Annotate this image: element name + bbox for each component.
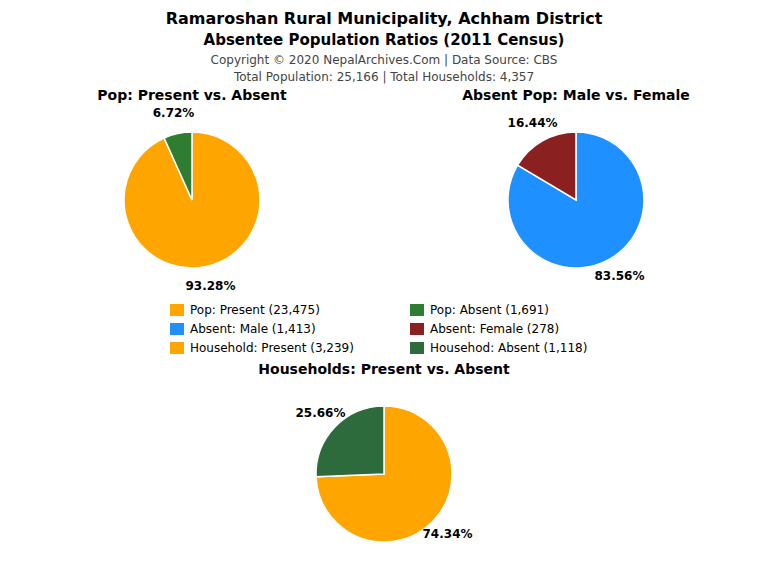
legend-entry: Absent: Female (278)	[430, 322, 559, 336]
data-label: 25.66%	[296, 406, 346, 420]
pie: 74.34% 25.66%	[296, 406, 473, 542]
data-label: 16.44%	[508, 116, 558, 130]
subtitle: Absentee Population Ratios (2011 Census)	[204, 31, 565, 49]
slice	[316, 406, 452, 542]
slice	[508, 132, 644, 268]
slice	[124, 132, 260, 268]
pie: 83.56% 16.44%	[508, 116, 645, 283]
chart-title: Households: Present vs. Absent	[258, 361, 510, 377]
legend-swatch	[410, 304, 424, 316]
title: Ramaroshan Rural Municipality, Achham Di…	[166, 9, 603, 28]
legend-entry: Pop: Present (23,475)	[190, 303, 320, 317]
data-label: 93.28%	[185, 279, 235, 293]
legend-entry: Absent: Male (1,413)	[190, 322, 316, 336]
legend-entry: Pop: Absent (1,691)	[430, 303, 549, 317]
data-label: 6.72%	[153, 106, 195, 120]
legend-swatch	[170, 342, 184, 354]
chart-title: Pop: Present vs. Absent	[97, 87, 287, 103]
annotation: Copyright © 2020 NepalArchives.Com | Dat…	[211, 53, 558, 67]
legend-swatch	[410, 323, 424, 335]
legend-swatch	[170, 304, 184, 316]
legend-entry: Household: Present (3,239)	[190, 341, 354, 355]
chart-title: Absent Pop: Male vs. Female	[462, 87, 690, 103]
legend: Pop: Present (23,475) Pop: Absent (1,691)…	[170, 303, 587, 355]
legend-swatch	[410, 342, 424, 354]
chart: Ramaroshan Rural Municipality, Achham Di…	[0, 0, 768, 576]
data-label: 83.56%	[594, 269, 644, 283]
slice	[518, 132, 576, 200]
slice	[164, 132, 192, 200]
legend-swatch	[170, 323, 184, 335]
annotation: Total Population: 25,166 | Total Househo…	[233, 70, 534, 84]
data-label: 74.34%	[423, 527, 473, 541]
legend-entry: Househod: Absent (1,118)	[430, 341, 587, 355]
pie: 93.28% 6.72%	[124, 106, 260, 292]
